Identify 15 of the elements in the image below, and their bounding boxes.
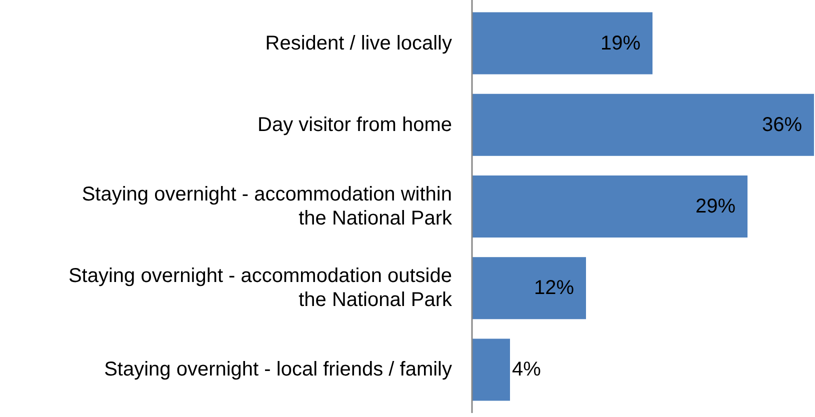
data-label: 29% — [695, 196, 736, 218]
y-tick-label: Day visitor from home — [258, 114, 452, 136]
y-tick-label: Staying overnight - accommodation within the National Park — [82, 184, 453, 230]
data-label: 36% — [762, 114, 802, 136]
bar — [472, 257, 586, 320]
bar — [472, 12, 652, 74]
y-tick-label: Staying overnight - accommodation outside the National Park — [68, 265, 453, 312]
y-tick-label: Resident / live locally — [265, 32, 452, 54]
bar — [472, 94, 814, 156]
bar — [472, 175, 748, 238]
data-label: 19% — [600, 32, 641, 54]
data-label: 4% — [512, 358, 542, 381]
data-label: 12% — [534, 277, 574, 300]
bar — [472, 338, 510, 401]
y-tick-label: Staying overnight - local friends / family — [104, 358, 452, 381]
